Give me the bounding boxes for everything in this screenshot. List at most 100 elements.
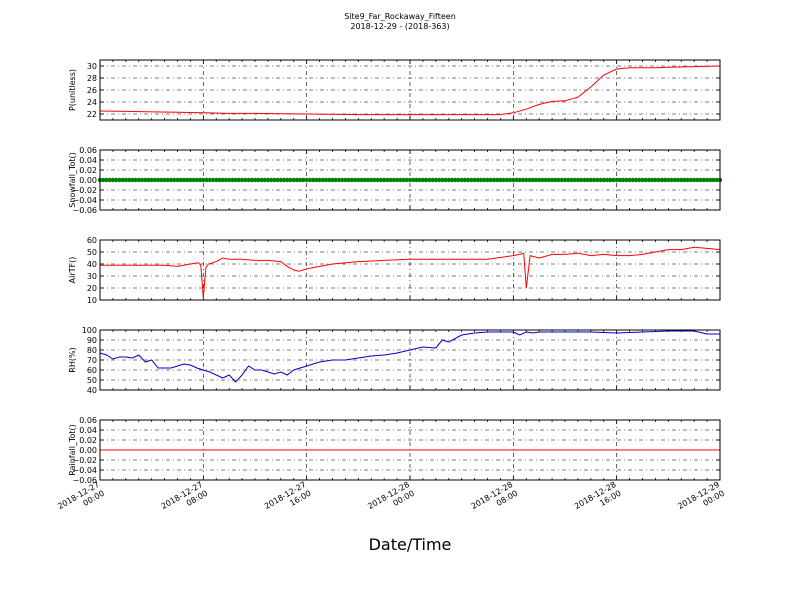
series-point xyxy=(540,177,545,183)
series-point xyxy=(514,177,519,183)
y-tick-label: 0.04 xyxy=(79,156,97,165)
series-point xyxy=(382,177,387,183)
y-tick-label: 26 xyxy=(87,86,97,95)
series-point xyxy=(440,177,445,183)
y-axis-label: Rainfall_Tot() xyxy=(68,424,77,476)
series-point xyxy=(411,177,416,183)
series-point xyxy=(155,177,161,183)
series-point xyxy=(181,177,187,183)
y-tick-label: 90 xyxy=(87,336,97,345)
series-point xyxy=(136,177,141,183)
series-point xyxy=(204,177,209,183)
panel-frame xyxy=(99,239,721,301)
series-point xyxy=(268,177,274,183)
series-point xyxy=(604,177,610,183)
y-tick-label: 10 xyxy=(87,296,97,305)
series-point xyxy=(488,177,493,183)
y-tick-label: 0.06 xyxy=(79,416,97,425)
series-point xyxy=(249,177,254,183)
y-tick-label: 0.02 xyxy=(79,166,97,175)
series-point xyxy=(101,177,106,183)
series-point xyxy=(243,177,248,183)
panel-3: 60 50 40 30 20 10 AirTF() xyxy=(68,236,721,305)
series-point xyxy=(708,177,713,183)
series-point xyxy=(404,177,409,183)
series-point xyxy=(217,177,222,183)
series-point xyxy=(362,177,367,183)
x-tick-label: 2018-12-2900:00 xyxy=(676,480,726,520)
x-tick-label: 2018-12-2716:00 xyxy=(263,480,313,520)
series-point xyxy=(475,177,480,183)
series-point xyxy=(478,177,484,183)
series-point xyxy=(507,177,513,183)
series-point xyxy=(546,177,552,183)
panel-1: 22 24 26 28 30 P(unitless) xyxy=(68,59,721,121)
series-point xyxy=(194,177,200,183)
series-point xyxy=(679,177,684,183)
series-point xyxy=(608,177,613,183)
series-point xyxy=(291,177,296,183)
series-point xyxy=(159,177,164,183)
series-point xyxy=(620,177,626,183)
series-point xyxy=(330,177,335,183)
series-point xyxy=(504,177,510,183)
series-point xyxy=(333,177,338,183)
y-tick-label: 50 xyxy=(87,248,97,257)
y-tick-label: 60 xyxy=(87,366,97,375)
series-point xyxy=(588,177,593,183)
series-point xyxy=(449,177,455,183)
series-point xyxy=(130,177,135,183)
series-point xyxy=(343,177,348,183)
series-point xyxy=(191,177,196,183)
chart-panels: 2224262830P(unitless)0.060.040.020.00−0.… xyxy=(68,59,723,485)
series-point xyxy=(640,177,645,183)
series-point xyxy=(669,177,674,183)
series-point xyxy=(285,177,290,183)
series-point xyxy=(572,177,577,183)
series-point xyxy=(533,177,539,183)
series-point xyxy=(288,177,293,183)
series-point xyxy=(498,177,503,183)
x-axis-label: Date/Time xyxy=(369,535,452,554)
y-tick-label: 60 xyxy=(87,236,97,245)
series-point xyxy=(340,177,345,183)
series-point xyxy=(559,177,564,183)
series-point xyxy=(482,177,487,183)
x-tick-label: 2018-12-2708:00 xyxy=(160,480,210,520)
series-point xyxy=(598,177,603,183)
y-tick-label: 40 xyxy=(87,260,97,269)
series-point xyxy=(646,177,652,183)
series-point xyxy=(320,177,325,183)
series-point xyxy=(365,177,371,183)
y-tick-label: −0.02 xyxy=(72,186,97,195)
series-point xyxy=(601,177,606,183)
series-point xyxy=(146,177,151,183)
series-point xyxy=(214,177,219,183)
series-point xyxy=(120,177,125,183)
series-point xyxy=(107,177,112,183)
series-point xyxy=(185,177,190,183)
series-point xyxy=(543,177,548,183)
series-point xyxy=(407,177,413,183)
series-line xyxy=(100,246,721,298)
series-point xyxy=(662,177,668,183)
series-point xyxy=(585,177,590,183)
series-point xyxy=(659,177,665,183)
series-point xyxy=(310,177,316,183)
series-point xyxy=(307,177,313,183)
series-point xyxy=(369,177,374,183)
series-point xyxy=(688,177,694,183)
y-tick-label: 30 xyxy=(87,62,97,71)
series-point xyxy=(394,177,400,183)
series-point xyxy=(556,177,561,183)
series-point xyxy=(433,177,438,183)
series-point xyxy=(126,177,132,183)
series-point xyxy=(401,177,406,183)
series-point xyxy=(230,177,235,183)
series-point xyxy=(614,177,619,183)
series-point xyxy=(698,177,703,183)
series-point xyxy=(256,177,261,183)
series-point xyxy=(485,177,490,183)
y-tick-label: −0.04 xyxy=(72,466,97,475)
